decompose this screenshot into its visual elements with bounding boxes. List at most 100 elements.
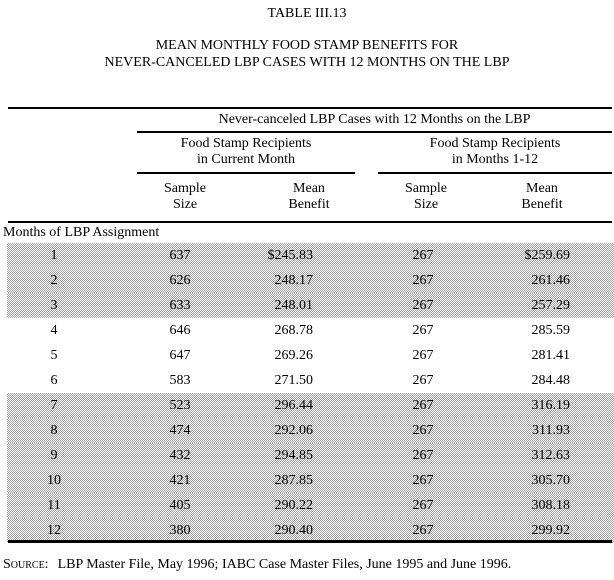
cell-sample-months-1-12: 267	[412, 348, 434, 363]
cell-benefit-months-1-12: $259.69	[524, 248, 571, 263]
cell-benefit-months-1-12: 284.48	[531, 373, 571, 388]
cell-month: 12	[47, 523, 61, 538]
cell-month: 7	[50, 398, 58, 413]
cell-sample-months-1-12: 267	[412, 298, 434, 313]
cell-benefit-months-1-12: 311.93	[532, 423, 570, 438]
cell-month: 8	[50, 423, 58, 438]
stub-label: Months of LBP Assignment	[3, 225, 160, 240]
cell-sample-current: 421	[169, 473, 191, 488]
table-row: 9 432 294.85 267 312.63	[7, 443, 614, 468]
cell-month: 4	[50, 323, 58, 338]
cell-sample-current: 647	[169, 348, 191, 363]
cell-benefit-months-1-12: 305.70	[531, 473, 571, 488]
cell-benefit-months-1-12: 261.46	[531, 273, 571, 288]
cell-sample-current: 637	[169, 248, 191, 263]
cell-month: 10	[47, 473, 61, 488]
source-note: Source: LBP Master File, May 1996; IABC C…	[3, 556, 611, 573]
group1-rule	[137, 172, 355, 174]
cell-sample-months-1-12: 267	[412, 448, 434, 463]
cell-benefit-current: 271.50	[274, 373, 314, 388]
table-row: 3 633 248.01 267 257.29	[7, 293, 614, 318]
colhead-sample-line2: Size	[172, 197, 198, 212]
cell-benefit-months-1-12: 299.92	[531, 523, 571, 538]
cell-sample-months-1-12: 267	[412, 248, 434, 263]
column-header-sample-size-current: Sample Size	[145, 181, 225, 213]
cell-benefit-months-1-12: 257.29	[531, 298, 571, 313]
table-row: 4 646 268.78 267 285.59	[7, 318, 614, 343]
table-row: 10 421 287.85 267 305.70	[7, 468, 614, 493]
table-row: 6 583 271.50 267 284.48	[7, 368, 614, 393]
group-header-current-month: Food Stamp Recipients in Current Month	[137, 136, 355, 168]
group2-line1: Food Stamp Recipients	[429, 136, 561, 151]
group1-line1: Food Stamp Recipients	[180, 136, 312, 151]
cell-month: 1	[50, 248, 58, 263]
cell-sample-current: 523	[169, 398, 191, 413]
table-title-line2: NEVER-CANCELED LBP CASES WITH 12 MONTHS …	[104, 55, 510, 70]
colhead-sample-line1: Sample	[405, 181, 447, 196]
cell-sample-current: 626	[169, 273, 191, 288]
cell-sample-current: 583	[169, 373, 191, 388]
cell-benefit-current: 294.85	[274, 448, 314, 463]
group2-rule	[378, 172, 612, 174]
table-row: 1 637 $245.83 267 $259.69	[7, 243, 614, 268]
cell-sample-months-1-12: 267	[412, 373, 434, 388]
cell-benefit-current: 248.01	[274, 298, 314, 313]
cell-sample-months-1-12: 267	[412, 473, 434, 488]
spanner-header: Never-canceled LBP Cases with 12 Months …	[218, 112, 531, 127]
colhead-mean-line2: Benefit	[288, 197, 330, 212]
cell-sample-current: 633	[169, 298, 191, 313]
group-header-months-1-12: Food Stamp Recipients in Months 1-12	[378, 136, 612, 168]
table-row: 2 626 248.17 267 261.46	[7, 268, 614, 293]
colhead-sample-line1: Sample	[164, 181, 206, 196]
table-title: MEAN MONTHLY FOOD STAMP BENEFITS FOR NEV…	[0, 37, 614, 71]
header-bottom-rule	[8, 221, 612, 223]
cell-benefit-current: 290.40	[274, 523, 314, 538]
cell-month: 11	[47, 498, 61, 513]
cell-sample-months-1-12: 267	[412, 323, 434, 338]
cell-sample-current: 432	[169, 448, 191, 463]
cell-sample-months-1-12: 267	[412, 423, 434, 438]
spanner-rule	[137, 131, 612, 133]
column-header-mean-benefit-current: Mean Benefit	[269, 181, 349, 213]
cell-benefit-months-1-12: 285.59	[531, 323, 571, 338]
group2-line2: in Months 1-12	[451, 152, 539, 167]
cell-sample-current: 405	[169, 498, 191, 513]
table-title-line1: MEAN MONTHLY FOOD STAMP BENEFITS FOR	[155, 38, 459, 53]
colhead-mean-line1: Mean	[293, 181, 325, 196]
group1-line2: in Current Month	[197, 152, 295, 167]
cell-sample-months-1-12: 267	[412, 498, 434, 513]
cell-sample-months-1-12: 267	[412, 523, 434, 538]
cell-benefit-current: 290.22	[274, 498, 314, 513]
cell-benefit-current: 268.78	[274, 323, 314, 338]
cell-month: 9	[50, 448, 58, 463]
cell-benefit-months-1-12: 281.41	[531, 348, 571, 363]
cell-sample-current: 474	[169, 423, 191, 438]
cell-benefit-months-1-12: 316.19	[531, 398, 571, 413]
table-bottom-rule	[8, 540, 612, 543]
source-text: LBP Master File, May 1996; IABC Case Mas…	[57, 557, 512, 572]
table-row: 5 647 269.26 267 281.41	[7, 343, 614, 368]
table-body: 1 637 $245.83 267 $259.69 2 626 248.17 2…	[7, 243, 614, 543]
cell-benefit-months-1-12: 308.18	[531, 498, 571, 513]
cell-benefit-current: 292.06	[274, 423, 314, 438]
cell-month: 6	[50, 373, 58, 388]
source-label: Source:	[3, 557, 49, 572]
cell-benefit-current: 269.26	[274, 348, 314, 363]
cell-benefit-current: 287.85	[274, 473, 314, 488]
table-row: 7 523 296.44 267 316.19	[7, 393, 614, 418]
column-header-sample-size-months-1-12: Sample Size	[386, 181, 466, 213]
cell-benefit-current: 296.44	[274, 398, 314, 413]
column-header-mean-benefit-months-1-12: Mean Benefit	[502, 181, 582, 213]
cell-benefit-months-1-12: 312.63	[531, 448, 571, 463]
cell-sample-current: 380	[169, 523, 191, 538]
colhead-mean-line1: Mean	[526, 181, 558, 196]
cell-month: 5	[50, 348, 58, 363]
table-top-rule	[8, 107, 612, 109]
table-row: 8 474 292.06 267 311.93	[7, 418, 614, 443]
cell-month: 3	[50, 298, 58, 313]
cell-sample-months-1-12: 267	[412, 398, 434, 413]
table-number: TABLE III.13	[267, 6, 347, 21]
cell-benefit-current: 248.17	[274, 273, 314, 288]
cell-sample-months-1-12: 267	[412, 273, 434, 288]
